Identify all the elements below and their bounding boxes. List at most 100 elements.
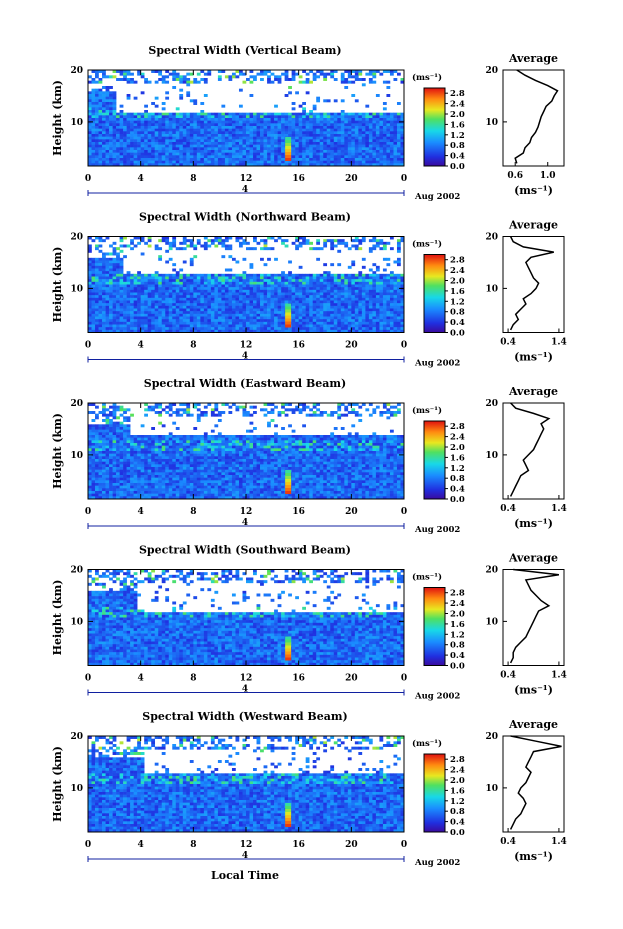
- heatmap-cell: [123, 128, 127, 132]
- heatmap-cell: [193, 126, 198, 129]
- heatmap-cell: [379, 139, 384, 143]
- heatmap-cell: [274, 432, 278, 436]
- heatmap-cell: [179, 152, 184, 156]
- heatmap-cell: [91, 284, 96, 288]
- heatmap-cell: [253, 313, 257, 317]
- heatmap-cell: [253, 158, 257, 161]
- heatmap-cell: [323, 142, 328, 145]
- heatmap-cell: [361, 239, 366, 243]
- heatmap-cell: [368, 120, 373, 124]
- heatmap-cell: [284, 284, 289, 288]
- heatmap-cell: [98, 279, 103, 283]
- heatmap-cell: [217, 327, 222, 331]
- heatmap-cell: [151, 134, 156, 137]
- heatmap-cell: [375, 276, 380, 280]
- heatmap-cell: [88, 160, 92, 164]
- heatmap-cell: [112, 163, 117, 167]
- heatmap-cell: [182, 123, 187, 127]
- heatmap-cell: [354, 126, 359, 129]
- heatmap-cell: [379, 303, 384, 307]
- heatmap-cell: [305, 300, 310, 304]
- heatmap-cell: [246, 292, 250, 296]
- heatmap-cell: [323, 75, 328, 79]
- heatmap-cell: [140, 123, 145, 127]
- heatmap-cell: [133, 435, 138, 438]
- heatmap-cell: [112, 150, 117, 153]
- heatmap-cell: [382, 284, 387, 288]
- heatmap-cell: [319, 70, 324, 73]
- heatmap-cell: [235, 281, 240, 285]
- heatmap-cell: [217, 155, 222, 159]
- heatmap-cell: [298, 303, 303, 307]
- heatmap-cell: [291, 152, 296, 156]
- panel-title: Spectral Width (Northward Beam): [139, 211, 351, 224]
- heatmap-cell: [193, 102, 198, 105]
- x-tick-label: 12: [240, 174, 253, 184]
- heatmap-cell: [228, 75, 233, 79]
- heatmap-cell: [130, 160, 134, 164]
- heatmap-cell: [105, 311, 110, 315]
- heatmap-cell: [340, 403, 345, 406]
- heatmap-cell: [285, 306, 292, 310]
- heatmap-cell: [133, 327, 138, 331]
- heatmap-cell: [365, 118, 370, 121]
- heatmap-cell: [354, 327, 359, 331]
- heatmap-cell: [165, 236, 170, 240]
- heatmap-cell: [95, 139, 99, 143]
- heatmap-cell: [203, 142, 208, 145]
- heatmap-cell: [340, 142, 345, 145]
- heatmap-cell: [196, 123, 201, 127]
- heatmap-cell: [238, 244, 243, 248]
- heatmap-cell: [354, 144, 359, 148]
- heatmap-cell: [298, 128, 303, 132]
- heatmap-cell: [386, 297, 391, 301]
- heatmap-cell: [175, 120, 180, 124]
- heatmap-cell: [140, 311, 145, 315]
- heatmap-cell: [386, 241, 391, 245]
- heatmap-cell: [224, 287, 229, 291]
- heatmap-cell: [186, 321, 191, 325]
- heatmap-cell: [337, 405, 342, 409]
- heatmap-cell: [361, 295, 366, 299]
- heatmap-cell: [210, 279, 215, 283]
- heatmap-cell: [179, 295, 184, 299]
- heatmap-cell: [260, 72, 264, 76]
- heatmap-cell: [231, 134, 236, 137]
- heatmap-cell: [224, 300, 229, 304]
- heatmap-cell: [326, 152, 331, 156]
- heatmap-cell: [182, 236, 187, 240]
- heatmap-cell: [165, 142, 170, 145]
- heatmap-cell: [256, 144, 261, 148]
- heatmap-cell: [175, 297, 180, 301]
- profile-frame: [502, 236, 565, 333]
- heatmap-cell: [175, 281, 180, 285]
- heatmap-cell: [284, 403, 289, 406]
- heatmap-cell: [158, 421, 163, 425]
- heatmap-cell: [340, 110, 345, 113]
- heatmap-cell: [151, 305, 156, 309]
- heatmap-cell: [144, 413, 148, 417]
- heatmap-cell: [372, 123, 377, 127]
- heatmap-cell: [112, 104, 117, 108]
- heatmap-cell: [182, 276, 187, 280]
- heatmap-cell: [319, 297, 324, 301]
- heatmap-cell: [326, 134, 331, 137]
- heatmap-cell: [214, 139, 219, 143]
- heatmap-cell: [179, 316, 184, 320]
- heatmap-cell: [284, 131, 289, 135]
- heatmap-cell: [284, 115, 289, 119]
- heatmap-cell: [312, 75, 317, 79]
- heatmap-cell: [88, 263, 92, 267]
- heatmap-cell: [112, 139, 117, 143]
- heatmap-cell: [298, 123, 303, 127]
- heatmap-cell: [123, 295, 127, 299]
- heatmap-cell: [168, 316, 173, 320]
- heatmap-cell: [235, 300, 240, 304]
- heatmap-cell: [196, 144, 201, 148]
- heatmap-cell: [337, 273, 342, 277]
- heatmap-cell: [333, 284, 338, 288]
- heatmap-cell: [231, 292, 236, 296]
- heatmap-cell: [393, 163, 398, 167]
- heatmap-cell: [323, 292, 328, 296]
- heatmap-cell: [217, 160, 222, 164]
